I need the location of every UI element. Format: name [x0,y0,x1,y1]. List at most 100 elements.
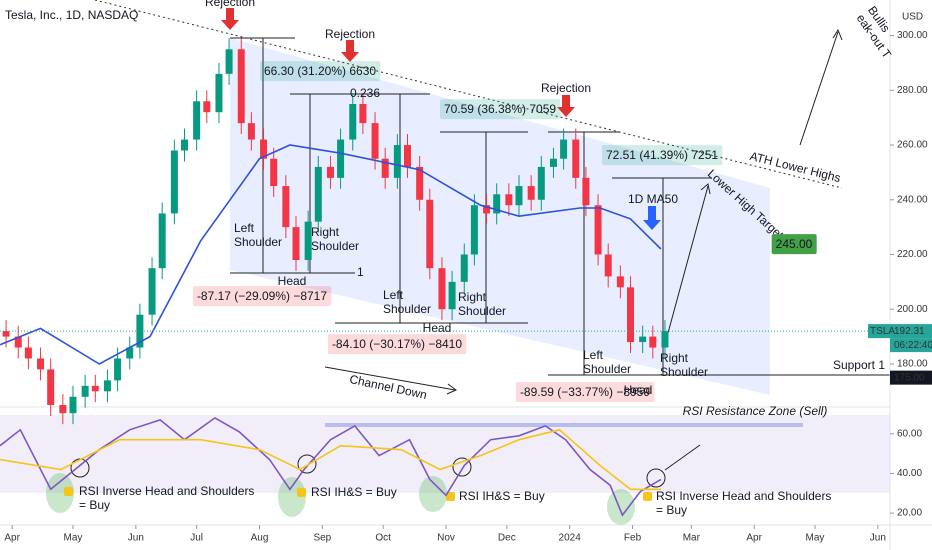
annotation: 1D MA50 [628,192,678,206]
price-label-bg [890,370,932,385]
annotation-line: Right [660,351,689,365]
candle-body [639,336,647,343]
annotation-line: -89.59 (−33.77%) −8959 [520,385,650,399]
annotation-line: Left [383,288,404,302]
annotation-line: Shoulder [660,365,708,379]
annotation: Head [278,274,307,288]
x-tick-label: Dec [498,533,516,544]
annotation: Right Shoulder [660,351,708,379]
annotation: 66.30 (31.20%) 6630 [259,61,381,82]
candle-body [136,314,144,348]
annotation-text: -87.17 (−29.09%) −8717 [197,289,327,303]
y-tick-label: 300.00 [897,30,928,41]
annotation-text: 1D MA50 [628,192,678,206]
y-tick-label: 60.00 [897,428,922,439]
candle-body [103,380,111,392]
candle-body [393,145,401,178]
annotation-text: Rejection [325,27,375,41]
candle-body [148,268,156,315]
candle-body [560,139,568,159]
symbol-bg [868,324,890,339]
price-label-text: 06:22:40 [894,340,932,351]
annotation-line: 66.30 (31.20%) 6630 [264,64,376,78]
candle-body [649,336,657,348]
candle-body [47,369,55,405]
candle-body [426,199,434,269]
annotation-text: RSI IH&S = Buy [459,489,545,503]
ma-arrow [643,206,661,230]
annotation-line: -87.17 (−29.09%) −8717 [197,289,327,303]
candle-body [403,145,411,167]
annotation-line: Channel Down [348,372,428,402]
currency: USD [902,12,923,23]
annotation: RSI IH&S = Buy [459,489,545,503]
candle-body [158,213,166,269]
annotation-line: RSI Resistance Zone (Sell) [683,404,828,418]
candle-body [470,205,478,255]
candle-body [81,385,89,397]
annotation-text: RSI Resistance Zone (Sell) [683,404,828,418]
symbol-text: TSLA [870,326,895,337]
channel [230,38,770,395]
annotation: Rejection [325,27,375,41]
price-label-text: 192.31 [894,326,925,337]
candle-body [59,405,67,414]
x-tick-label: Apr [4,533,20,544]
x-tick-label: Nov [437,533,455,544]
x-tick-label: Oct [375,533,391,544]
annotation: Right Shoulder [311,225,359,253]
candle-body [493,194,501,214]
candle-body [582,177,590,206]
candle-body [14,336,22,348]
annotation-text: -89.59 (−33.77%) −8959 [520,385,650,399]
annotation-line: -84.10 (−30.17%) −8410 [332,337,462,351]
annotation-line: = Buy [79,498,110,512]
candle-body [337,139,345,178]
annotation: 70.59 (36.38%) 7059 [439,99,561,120]
annotation-box [601,145,723,166]
annotation-line: Head [624,383,653,397]
annotation-text: 245.00 [776,237,813,251]
annotation-text: -84.10 (−30.17%) −8410 [332,337,462,351]
annotation-line: 70.59 (36.38%) 7059 [444,102,556,116]
annotation-line: Shoulder [458,304,506,318]
price-label-bg [890,338,932,353]
y-tick-label: 220.00 [897,249,928,260]
annotation-line: 72.51 (41.39%) 7251 [606,148,718,162]
candle-body [371,123,379,159]
candle-body [572,139,580,178]
annotation-text: Left Shoulder [383,288,431,316]
annotation-text: Rejection [541,81,591,95]
annotation-line: 1D MA50 [628,192,678,206]
annotation: -84.10 (−30.17%) −8410 [327,334,467,355]
candle-body [438,268,446,310]
candle-body [505,194,513,206]
candle-body [2,331,10,337]
candle-body [460,254,468,282]
annotation-line: Right [311,225,340,239]
annotation-line: RSI Inverse Head and Shoulders [79,484,254,498]
candle-body [170,150,178,214]
annotation-line: Rejection [205,0,255,9]
candle-body [260,139,268,159]
candle-body [448,281,456,310]
annotation-box [327,334,467,355]
rsi-ellipses [46,473,635,525]
candle-body [527,186,535,200]
annotation-line: Left [234,221,255,235]
candle-body [604,254,612,277]
annotation: Head [423,321,452,335]
y-tick-label: 180.00 [897,359,928,370]
annotation: ATH Lower Highs [748,149,842,185]
x-tick-label: Apr [746,533,762,544]
annotation-text: Support 1 [833,358,885,372]
candle-body [91,385,99,392]
annotation-text: Left Shoulder [234,221,282,249]
annotation: RSI Resistance Zone (Sell) [683,404,828,418]
candle-body [627,287,635,343]
annotation: 0.236 [350,86,380,100]
annotation-text: 66.30 (31.20%) 6630 [264,64,376,78]
annotation: -87.17 (−29.09%) −8717 [192,286,332,307]
line-series [0,428,661,491]
